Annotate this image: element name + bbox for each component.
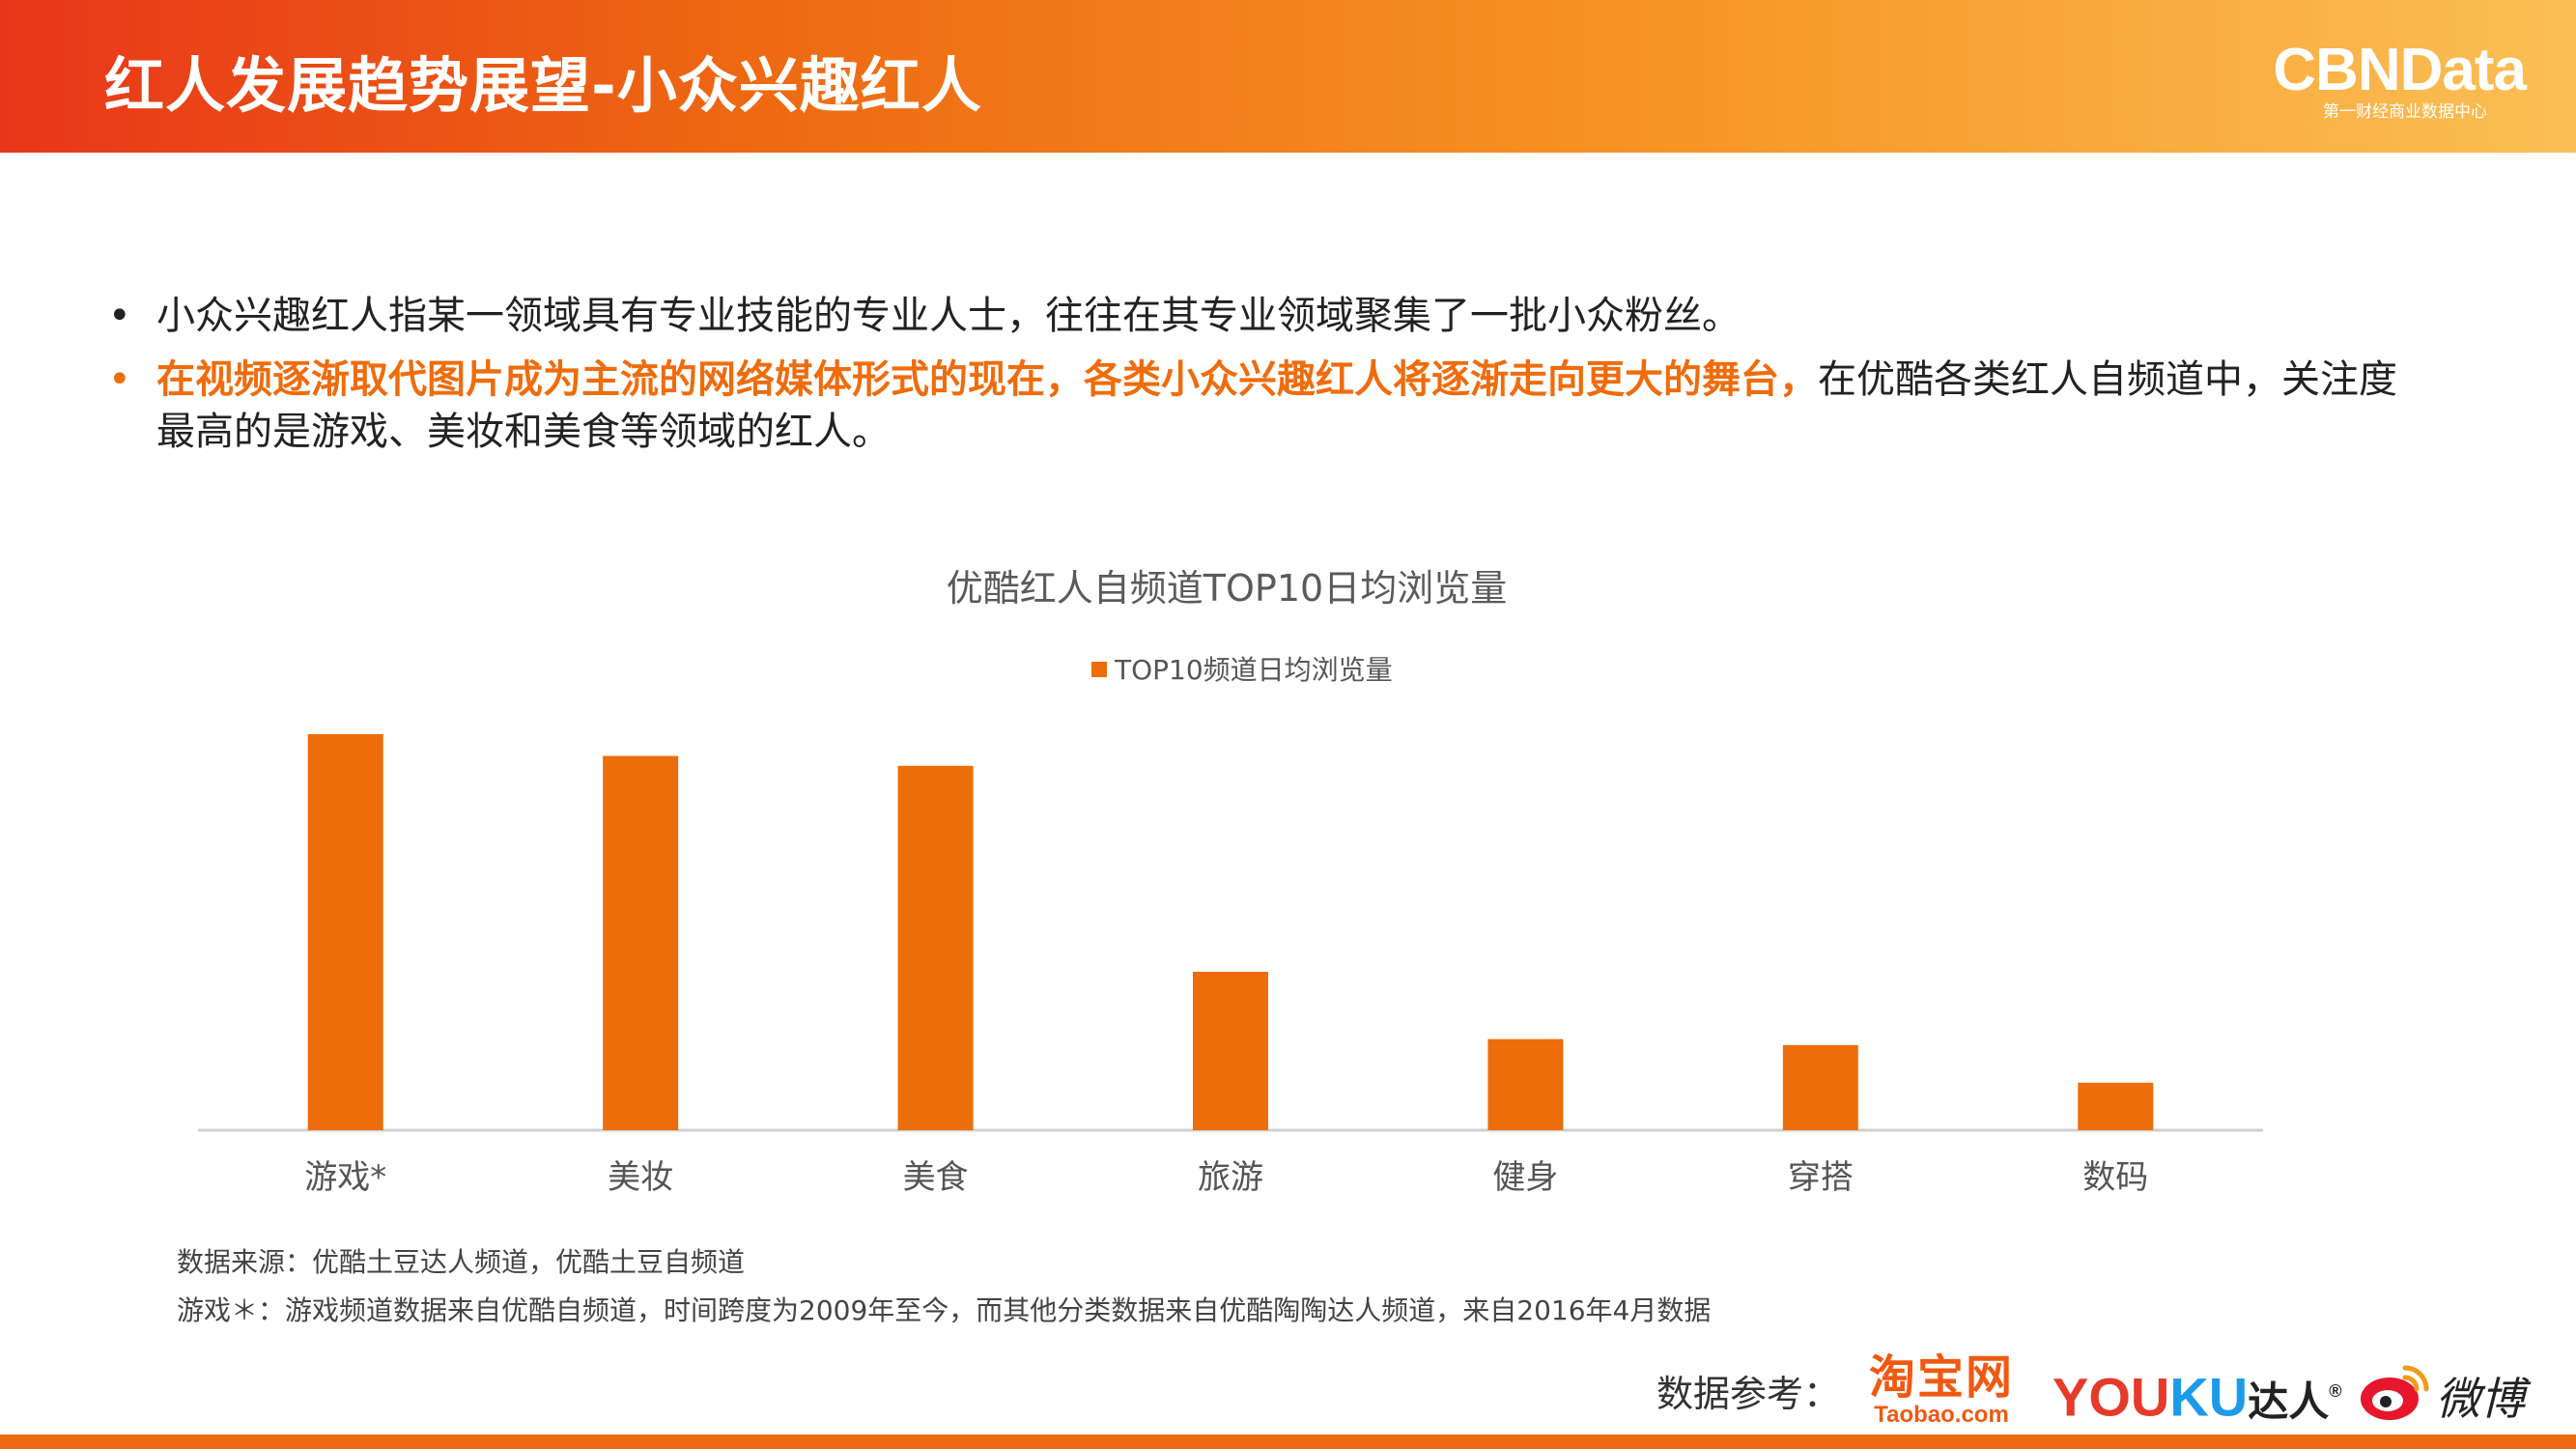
bullet-list: • 小众兴趣红人指某一领域具有专业技能的专业人士，往往在其专业领域聚集了一批小众…	[104, 290, 2422, 469]
weibo-logo: 微博	[2357, 1358, 2525, 1430]
data-source-note: 数据来源：优酷土豆达人频道，优酷土豆自频道	[177, 1246, 746, 1278]
weibo-logo-text: 微博	[2436, 1373, 2525, 1425]
legend-swatch	[1091, 662, 1107, 677]
bullet-text: 小众兴趣红人指某一领域具有专业技能的专业人士，往往在其专业领域聚集了一批小众粉丝…	[156, 294, 1741, 338]
brand-name: CBNData	[2273, 37, 2527, 103]
youku-logo-you: YOU	[2052, 1366, 2170, 1428]
x-tick-label: 游戏*	[304, 1158, 386, 1197]
bar	[1487, 1038, 1564, 1130]
bullet-marker: •	[108, 357, 131, 402]
x-tick-label: 健身	[1492, 1158, 1558, 1197]
bar	[603, 755, 679, 1130]
bullet-item: • 在视频逐渐取代图片成为主流的网络媒体形式的现在，各类小众兴趣红人将逐渐走向更…	[104, 354, 2422, 458]
youku-daren-logo: YOUKU达人®	[2052, 1362, 2342, 1432]
footer-bar	[0, 1435, 2576, 1449]
taobao-logo-url: Taobao.com	[1874, 1402, 2009, 1428]
taobao-logo: 淘宝网 Taobao.com	[1869, 1352, 2014, 1428]
legend-label: TOP10频道日均浏览量	[1115, 654, 1393, 686]
bullet-marker: •	[108, 294, 131, 338]
footnote: 游戏＊：游戏频道数据来自优酷自频道，时间跨度为2009年至今，而其他分类数据来自…	[177, 1294, 1712, 1326]
header-banner: 红人发展趋势展望-小众兴趣红人 CBNData 第一财经商业数据中心	[0, 0, 2576, 153]
bullet-text: 在优酷各类红人自频道中，关注度最高的是游戏、美妆和美食等领域的红人。	[156, 357, 2397, 454]
youku-logo-ku: KU	[2169, 1366, 2249, 1428]
x-tick-label: 美食	[903, 1158, 969, 1197]
youku-logo-daren: 达人	[2248, 1378, 2330, 1426]
brand-subtitle: 第一财经商业数据中心	[2323, 102, 2487, 122]
bar	[1193, 972, 1268, 1130]
bar	[1782, 1044, 1858, 1130]
weibo-icon	[2361, 1365, 2429, 1420]
x-tick-label: 旅游	[1198, 1158, 1263, 1197]
cbndata-logo: CBNData 第一财经商业数据中心	[2273, 37, 2527, 123]
bullet-highlight-text: 在视频逐渐取代图片成为主流的网络媒体形式的现在，各类小众兴趣红人将逐渐走向更大的…	[156, 357, 1818, 402]
references-label: 数据参考：	[1656, 1373, 1841, 1415]
x-tick-label: 美妆	[608, 1158, 673, 1197]
page-title: 红人发展趋势展望-小众兴趣红人	[104, 50, 982, 121]
bar	[2078, 1082, 2154, 1130]
bar	[307, 734, 383, 1130]
chart-notes: 数据来源：优酷土豆达人频道，优酷土豆自频道 游戏＊：游戏频道数据来自优酷自频道，…	[177, 1238, 1711, 1335]
x-tick-label: 穿搭	[1788, 1158, 1854, 1197]
x-tick-label: 数码	[2082, 1158, 2148, 1197]
chart-title: 优酷红人自频道TOP10日均浏览量	[946, 567, 1508, 610]
bullet-item: • 小众兴趣红人指某一领域具有专业技能的专业人士，往往在其专业领域聚集了一批小众…	[104, 290, 2422, 342]
chart-legend: TOP10频道日均浏览量	[1091, 649, 1393, 688]
bar	[897, 765, 974, 1130]
taobao-logo-text: 淘宝网	[1869, 1350, 2015, 1405]
registered-mark-icon: ®	[2329, 1381, 2342, 1401]
